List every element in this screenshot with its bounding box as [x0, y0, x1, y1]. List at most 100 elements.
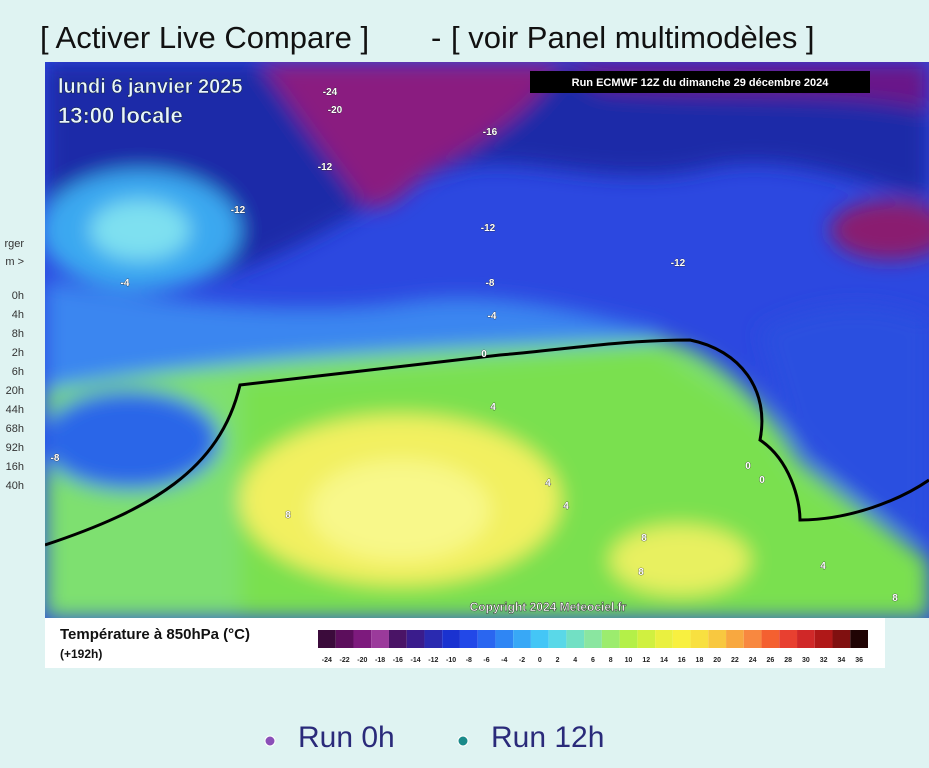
contour-label: -20 — [328, 105, 343, 116]
scale-label: 28 — [784, 657, 792, 664]
scale-label: 16 — [678, 657, 686, 664]
contour-label: 4 — [820, 561, 826, 572]
scale-label: 26 — [767, 657, 775, 664]
scale-label: -6 — [483, 657, 489, 664]
sidebar-item[interactable]: 20h — [6, 385, 24, 397]
sidebar-item[interactable]: 2h — [12, 347, 24, 359]
run-option[interactable]: Run 12h — [491, 721, 604, 754]
map-time: 13:00 locale — [58, 103, 183, 128]
scale-swatch — [832, 630, 851, 648]
sidebar: rger m > 0h 4h 8h 2h 6h 20h 44h 68h 92h 16h 40h — [4, 238, 24, 492]
scale-swatch — [442, 630, 460, 648]
scale-label: -10 — [446, 657, 456, 664]
scale-label: 30 — [802, 657, 810, 664]
scale-label: -20 — [357, 657, 367, 664]
scale-label: 10 — [625, 657, 633, 664]
scale-swatch — [619, 630, 638, 648]
sidebar-item[interactable]: 40h — [6, 480, 24, 492]
contour-label: 4 — [490, 402, 496, 413]
scale-label: -8 — [466, 657, 472, 664]
scale-swatch — [424, 630, 443, 648]
header-separator: - — [431, 20, 441, 55]
scale-swatch — [371, 630, 389, 648]
contour-label: -12 — [318, 162, 333, 173]
color-scale: -24 -22 -20 -18 -16 -14 -12 -10 -8 -6 -4 -2 0 2 4 6 8 10 1… — [318, 630, 868, 664]
run-info-box — [530, 71, 870, 93]
scale-swatch — [388, 630, 407, 648]
scale-label: 2 — [556, 657, 560, 664]
contour-label: -24 — [323, 87, 338, 98]
run-option[interactable]: Run 0h — [298, 721, 395, 754]
sidebar-item[interactable]: 0h — [12, 290, 24, 302]
sidebar-item[interactable]: rger — [4, 238, 24, 250]
scale-label: 6 — [591, 657, 595, 664]
contour-label: 8 — [641, 533, 647, 544]
run-dot[interactable] — [457, 735, 469, 747]
scale-label: -14 — [411, 657, 421, 664]
run-selector: Run 0h Run 12h — [264, 721, 604, 754]
contour-label: 8 — [892, 593, 898, 604]
header-link[interactable]: [ Activer Live Compare ] — [40, 20, 369, 55]
legend-lead: (+192h) — [60, 647, 102, 661]
scale-swatch — [726, 630, 744, 648]
scale-swatch — [530, 630, 549, 648]
scale-label: 18 — [696, 657, 704, 664]
contour-label: 0 — [481, 349, 487, 360]
weather-map: -24-20-16-12-12-12-12-8-4-404-8844008848… — [45, 62, 929, 618]
scale-swatch — [513, 630, 531, 648]
contour-label: 4 — [545, 478, 551, 489]
contour-label: -12 — [231, 205, 246, 216]
scale-swatch — [797, 630, 815, 648]
sidebar-item[interactable]: 8h — [12, 328, 24, 340]
map-fields — [45, 62, 929, 618]
scale-label: -2 — [519, 657, 525, 664]
map-date: lundi 6 janvier 2025 — [58, 76, 243, 98]
contour-label: 0 — [745, 461, 751, 472]
scale-label: -16 — [393, 657, 403, 664]
copyright: Copyright 2024 Meteociel.fr — [470, 600, 627, 614]
scale-swatch — [459, 630, 478, 648]
sidebar-item[interactable]: 92h — [6, 442, 24, 454]
scale-swatch — [335, 630, 354, 648]
sidebar-item[interactable]: 6h — [12, 366, 24, 378]
contour-label: 8 — [285, 510, 291, 521]
contour-label: -12 — [481, 223, 496, 234]
scale-swatch — [779, 630, 798, 648]
scale-label: 22 — [731, 657, 739, 664]
scale-swatch — [477, 630, 496, 648]
scale-swatch — [637, 630, 656, 648]
scale-label: -18 — [375, 657, 385, 664]
scale-label: -24 — [322, 657, 332, 664]
run-dot[interactable] — [264, 735, 276, 747]
scale-label: -12 — [428, 657, 438, 664]
scale-swatch — [406, 630, 425, 648]
sidebar-item[interactable]: 68h — [6, 423, 24, 435]
zero-contour — [45, 338, 929, 547]
scale-swatch — [601, 630, 620, 648]
scale-swatch — [761, 630, 780, 648]
scale-swatch — [353, 630, 372, 648]
contour-label: 8 — [638, 567, 644, 578]
scale-label: 4 — [573, 657, 577, 664]
sidebar-item[interactable]: 16h — [6, 461, 24, 473]
scale-swatch — [672, 630, 691, 648]
contour-label: -4 — [488, 311, 497, 322]
scale-label: 14 — [660, 657, 668, 664]
scale-label: -4 — [501, 657, 507, 664]
legend-title: Température à 850hPa (°C) — [60, 626, 250, 643]
contour-label: -16 — [483, 127, 498, 138]
scale-label: 0 — [538, 657, 542, 664]
contour-label: -4 — [121, 278, 130, 289]
sidebar-item[interactable]: 44h — [6, 404, 24, 416]
sidebar-item[interactable]: 4h — [12, 309, 24, 321]
scale-label: -22 — [340, 657, 350, 664]
sidebar-item[interactable]: m > — [5, 256, 24, 268]
scale-label: 32 — [820, 657, 828, 664]
scale-swatch — [743, 630, 762, 648]
header-link[interactable]: [ voir Panel multimodèles ] — [451, 20, 815, 55]
contour-label: -12 — [671, 258, 686, 269]
contour-label: -8 — [51, 453, 60, 464]
scale-label: 34 — [837, 657, 845, 664]
